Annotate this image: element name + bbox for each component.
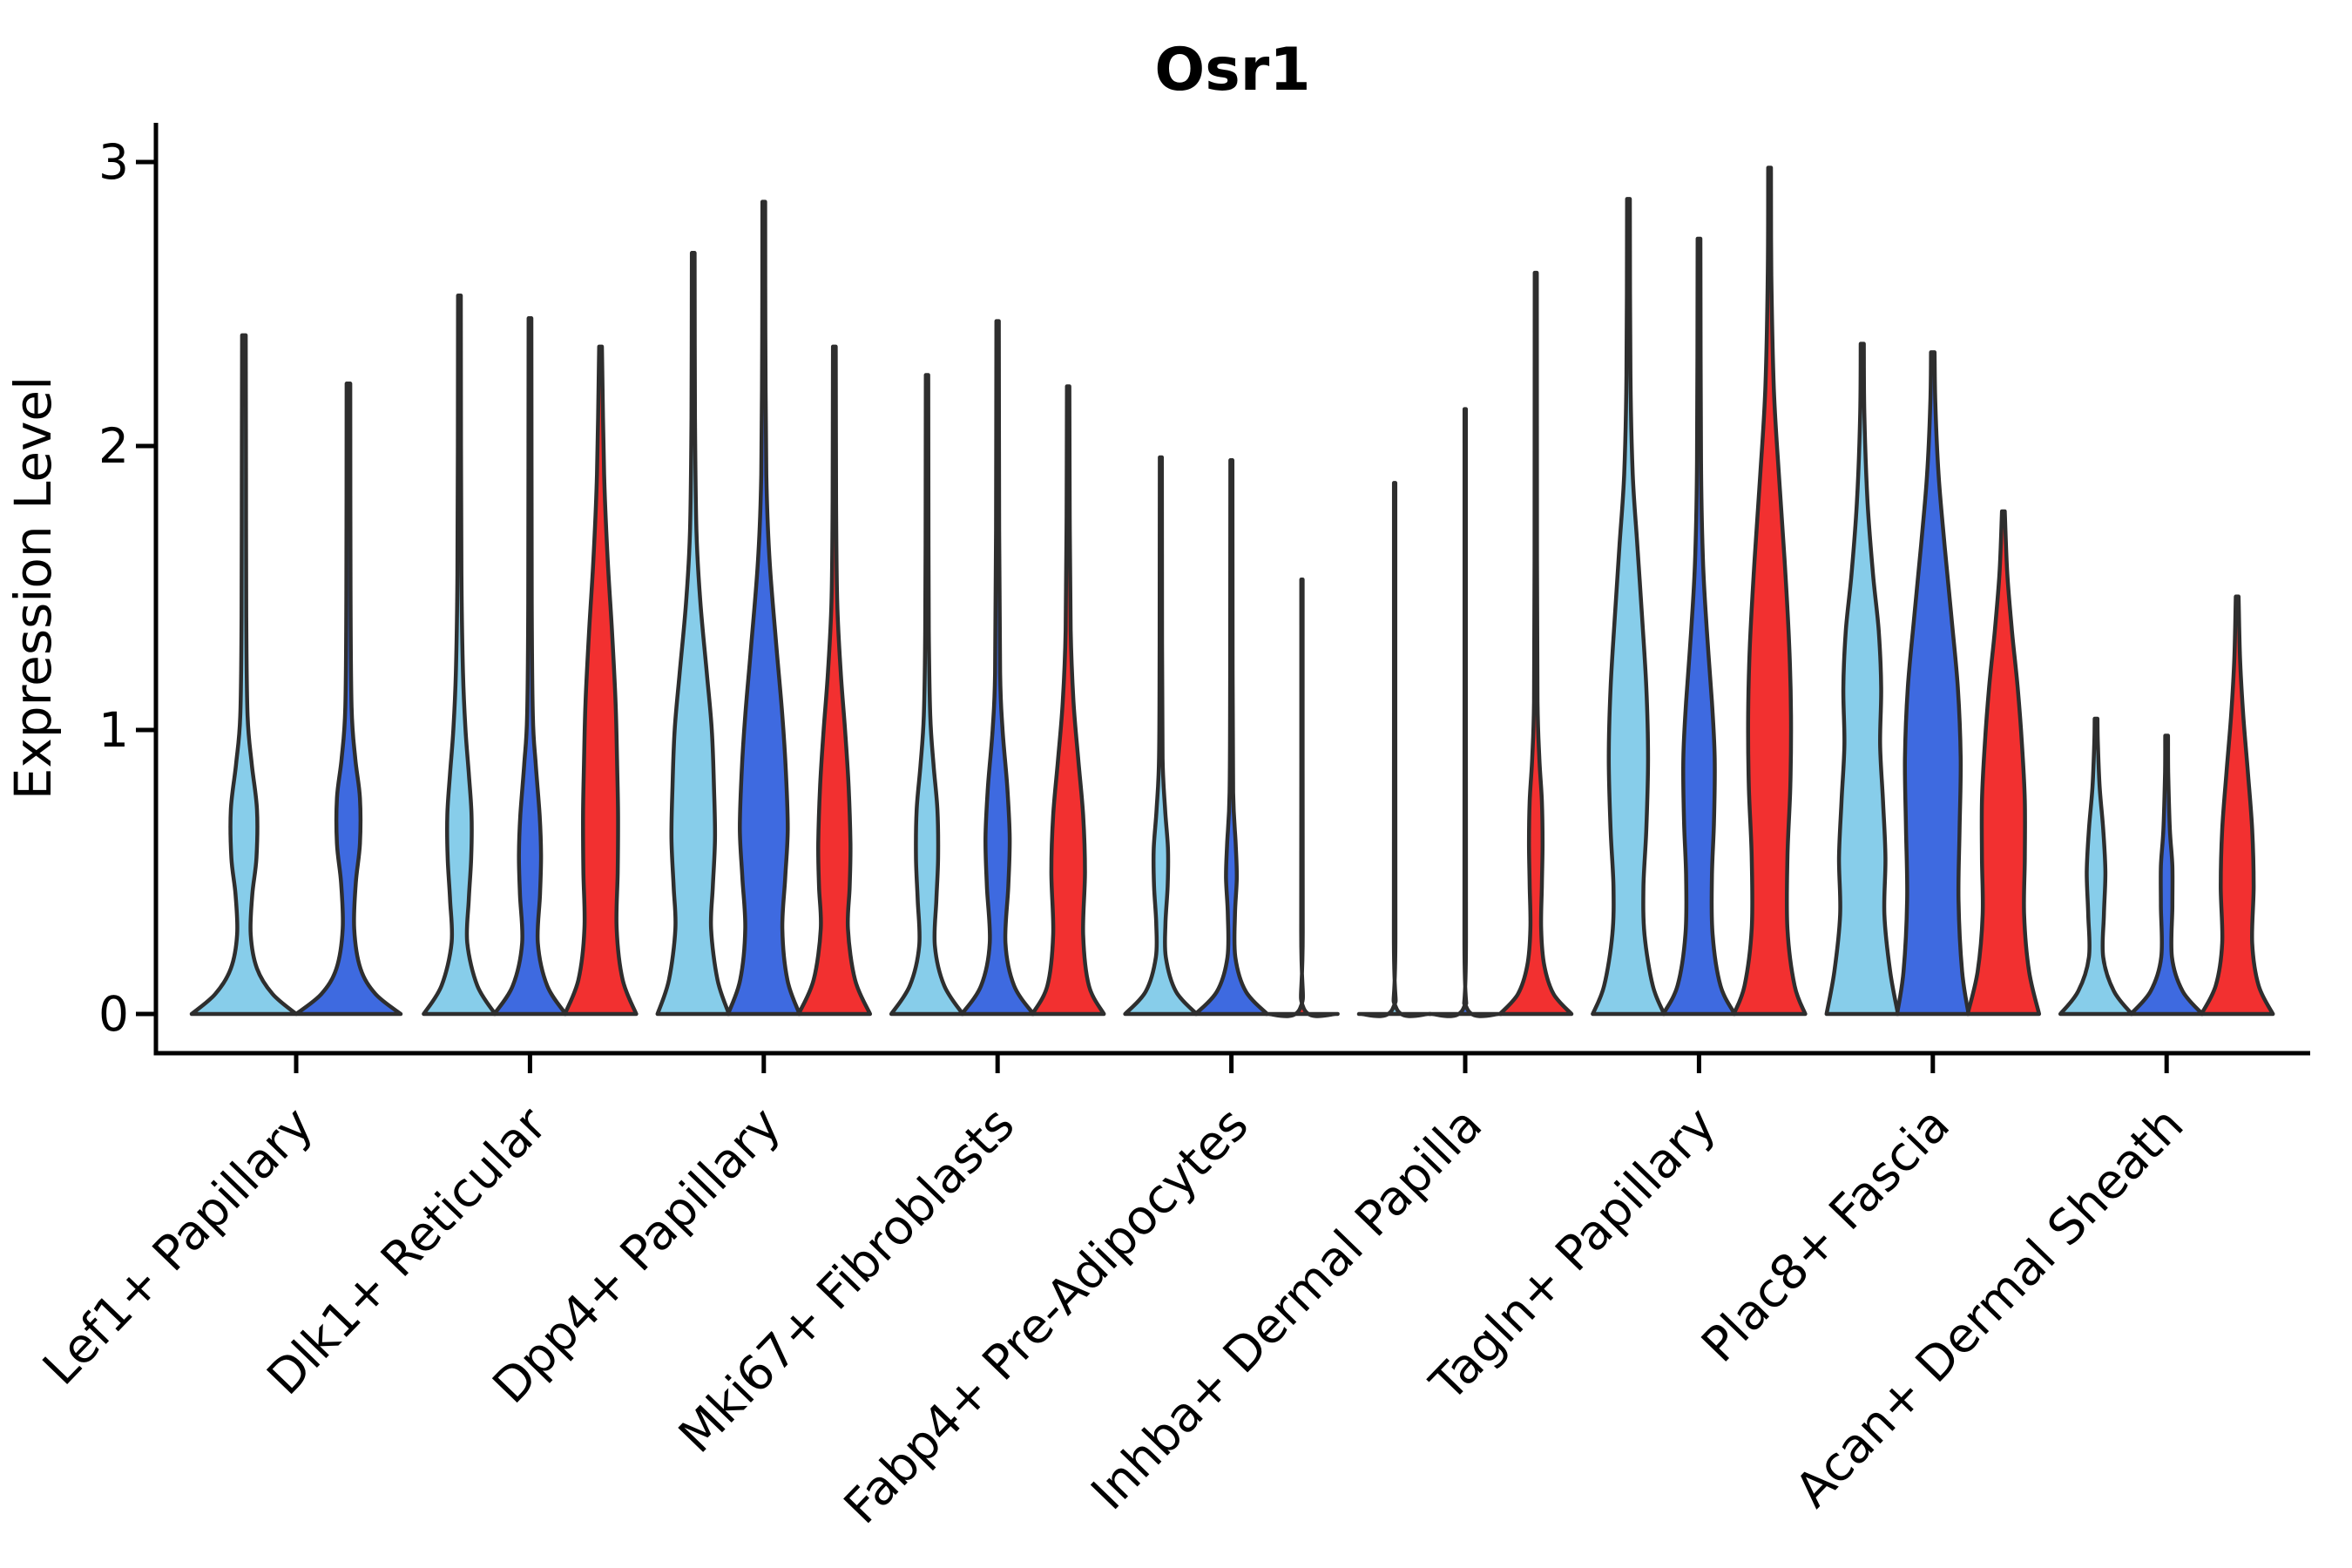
- y-tick-label: 2: [98, 418, 129, 474]
- violin-sky_blue: [1123, 455, 1199, 1017]
- violin-sky_blue: [1356, 481, 1433, 1018]
- x-tick-label: Inhba+ Dermal Papilla: [1080, 1097, 1492, 1521]
- violin-red: [1497, 270, 1574, 1017]
- violin-sky_blue: [1591, 197, 1666, 1017]
- x-tick-label: Fabp4+ Pre-Adipocytes: [833, 1097, 1259, 1535]
- violin-royal_blue: [726, 199, 802, 1017]
- violin-sky_blue: [189, 333, 299, 1017]
- violin-royal_blue: [492, 316, 568, 1017]
- violin-royal_blue: [2128, 733, 2205, 1017]
- y-tick-label: 1: [98, 702, 129, 758]
- violin-royal_blue: [959, 319, 1036, 1017]
- violin-royal_blue: [1427, 407, 1504, 1018]
- chart-title: Osr1: [1154, 36, 1310, 105]
- violin-royal_blue: [1895, 350, 1971, 1017]
- violin-sky_blue: [889, 373, 965, 1017]
- violin-red: [1965, 509, 2042, 1017]
- violin-sky_blue: [422, 293, 497, 1017]
- violin-sky_blue: [2058, 716, 2134, 1017]
- violin-series-group: [189, 166, 2275, 1018]
- violin-red: [1264, 577, 1340, 1018]
- violin-red: [796, 344, 873, 1017]
- violin-red: [1732, 166, 1808, 1017]
- violin-royal_blue: [1661, 236, 1737, 1017]
- y-tick-label: 0: [98, 986, 129, 1042]
- violin-royal_blue: [1193, 458, 1269, 1017]
- x-tick-label: Plac8+ Fascia: [1691, 1097, 1960, 1373]
- violin-sky_blue: [1824, 341, 1901, 1017]
- violin-red: [2199, 594, 2275, 1017]
- y-axis-label: Expression Level: [3, 376, 63, 800]
- violin-red: [1030, 384, 1106, 1017]
- violin-sky_blue: [655, 251, 732, 1017]
- violin-red: [563, 344, 639, 1017]
- y-tick-label: 3: [98, 134, 129, 190]
- violin-royal_blue: [294, 382, 403, 1017]
- x-tick-label: Acan+ Dermal Sheath: [1784, 1097, 2193, 1518]
